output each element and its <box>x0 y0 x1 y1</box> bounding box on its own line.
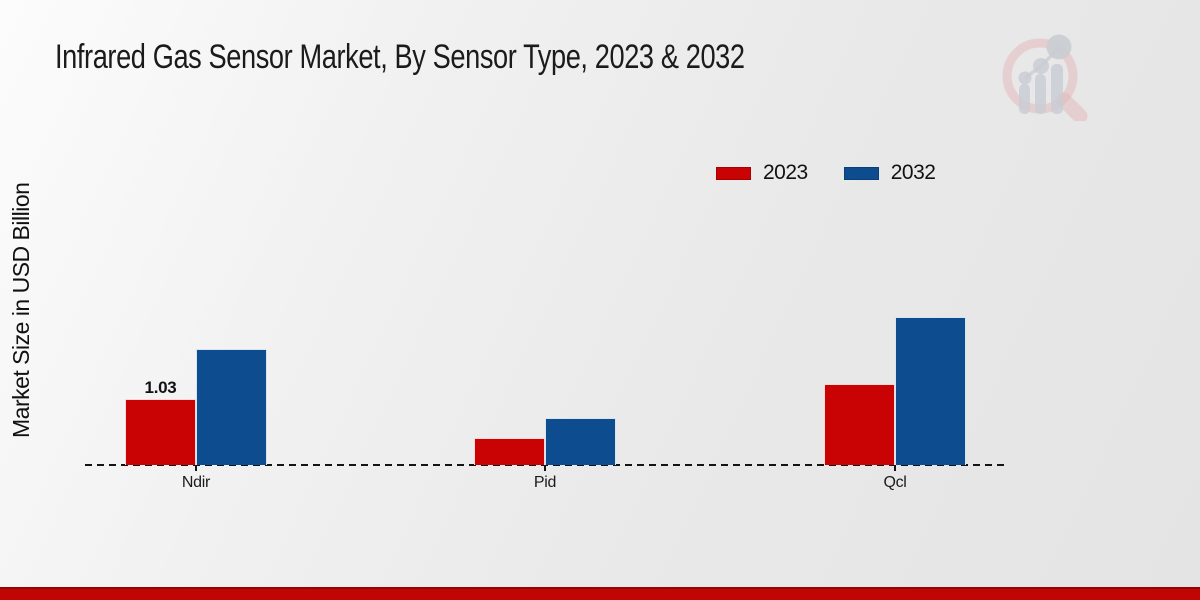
chart-title: Infrared Gas Sensor Market, By Sensor Ty… <box>55 38 745 76</box>
legend-label-2023: 2023 <box>763 161 808 184</box>
legend-label-2032: 2032 <box>890 161 936 184</box>
legend-swatch-2032 <box>843 166 879 180</box>
x-tick-label-qcl: Qcl <box>883 474 907 491</box>
bar-pid-2023 <box>474 438 545 465</box>
legend-item-2023: 2023 <box>716 161 808 185</box>
x-tick-label-ndir: Ndir <box>181 474 211 491</box>
magnifier-bar-chart-logo-icon <box>1002 34 1088 121</box>
x-axis-tick <box>195 466 197 471</box>
x-axis-tick <box>894 466 896 471</box>
bar-ndir-2032 <box>196 349 267 465</box>
bar-qcl-2023 <box>824 384 895 465</box>
footer-accent-strip <box>0 587 1200 600</box>
legend: 2023 2032 <box>716 161 957 185</box>
bar-ndir-2023 <box>125 399 196 465</box>
x-tick-label-pid: Pid <box>533 474 557 491</box>
legend-swatch-2023 <box>716 166 751 180</box>
bar-pid-2032 <box>545 418 616 465</box>
bar-value-label: 1.03 <box>144 378 177 397</box>
x-axis-tick <box>544 466 546 471</box>
bar-qcl-2032 <box>895 317 966 465</box>
x-axis-baseline <box>85 464 1007 466</box>
legend-item-2032: 2032 <box>843 161 936 185</box>
